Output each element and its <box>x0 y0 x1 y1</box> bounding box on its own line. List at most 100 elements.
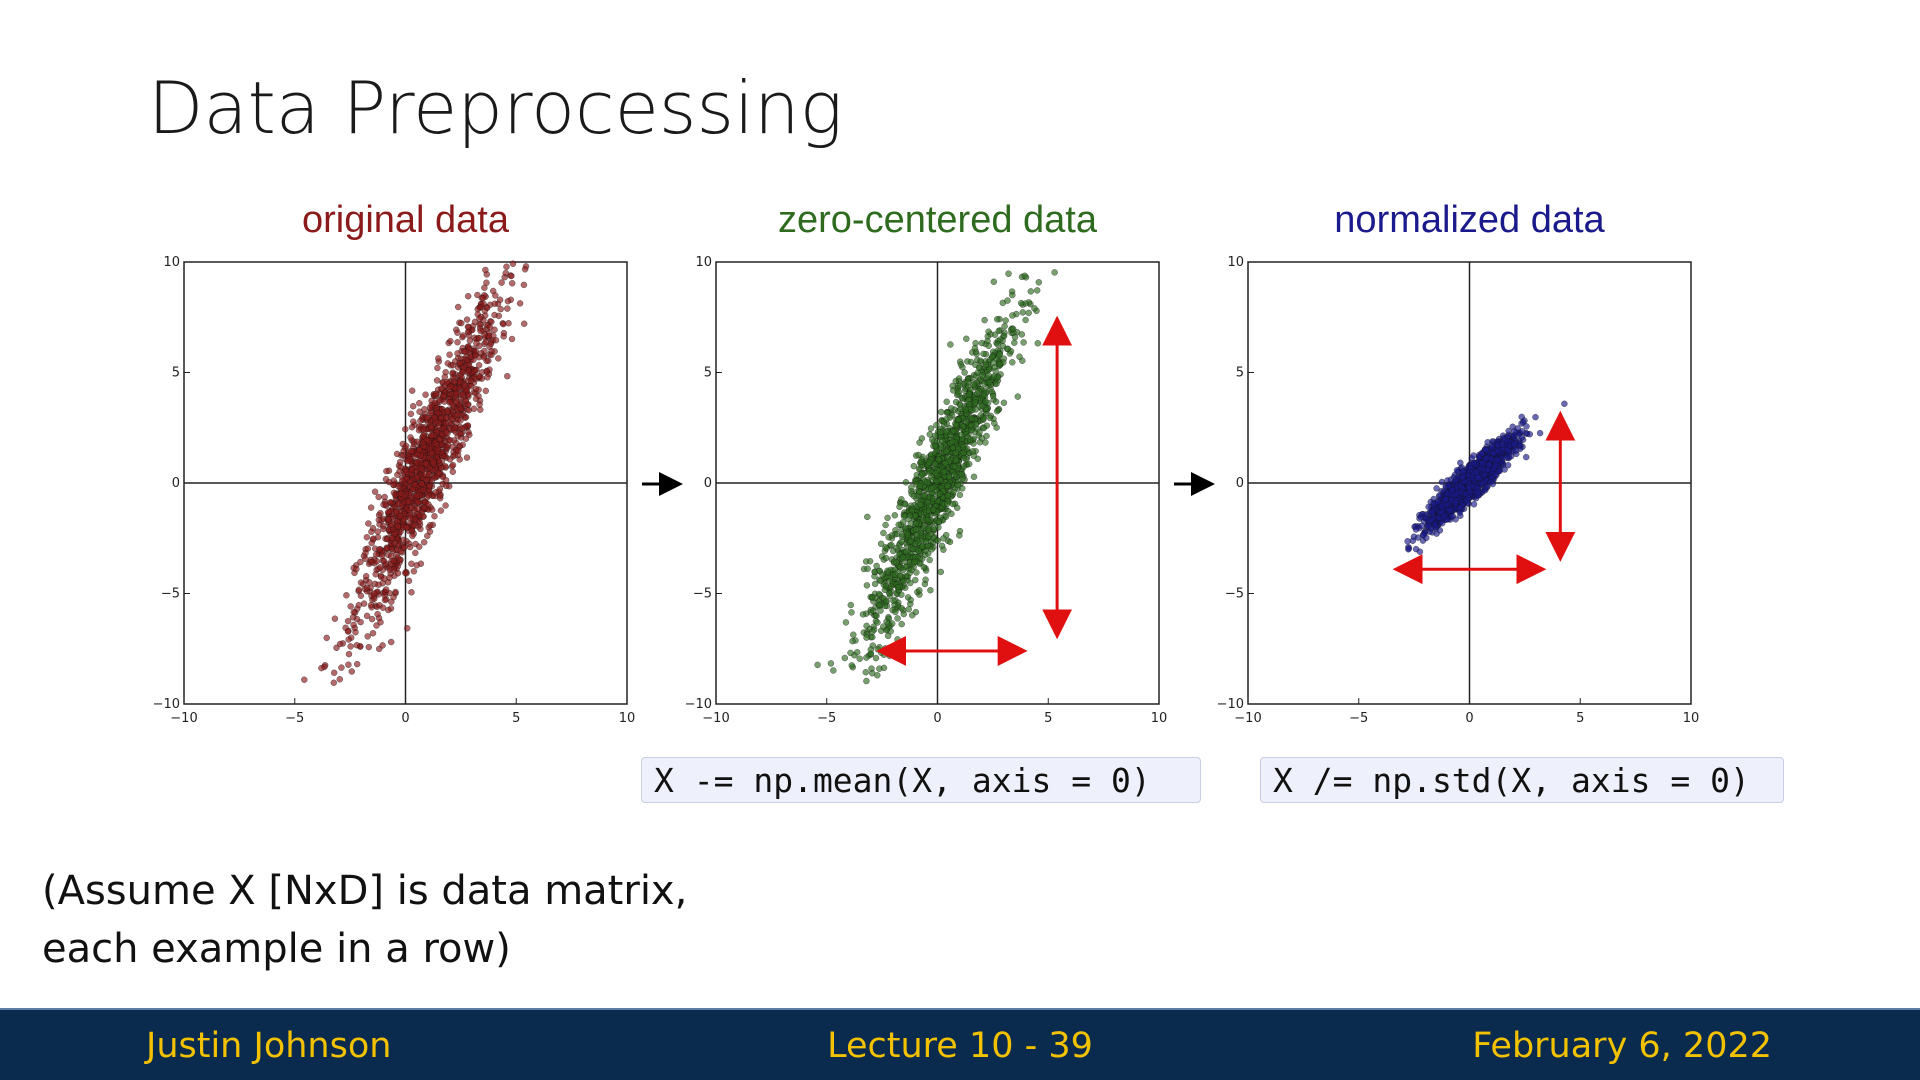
data-point <box>353 641 361 649</box>
data-point <box>1022 316 1029 324</box>
data-point <box>456 359 464 367</box>
data-point <box>473 339 480 347</box>
data-point <box>1017 299 1025 307</box>
data-point <box>446 351 453 358</box>
data-point <box>868 669 876 677</box>
data-point <box>945 473 953 481</box>
data-point <box>476 335 483 342</box>
data-point <box>884 632 892 640</box>
data-point <box>1498 441 1506 448</box>
data-point <box>958 470 966 478</box>
data-point <box>1532 413 1539 421</box>
data-point <box>345 636 352 643</box>
data-point <box>907 596 914 604</box>
data-point <box>446 436 454 444</box>
data-point <box>397 548 404 555</box>
data-point <box>980 350 987 358</box>
data-point <box>980 415 987 422</box>
data-point <box>814 661 821 669</box>
data-point <box>404 457 411 465</box>
data-point <box>873 562 880 570</box>
data-point <box>458 425 466 432</box>
data-point <box>404 625 411 632</box>
data-point <box>375 516 383 524</box>
data-point <box>451 378 458 385</box>
data-point <box>360 600 368 607</box>
data-point <box>409 532 416 540</box>
data-point <box>455 447 462 454</box>
x-tick-label: 0 <box>933 711 941 726</box>
data-point <box>956 382 964 389</box>
data-point <box>948 411 956 419</box>
x-tick-label: −10 <box>1234 711 1261 726</box>
data-point <box>1422 515 1430 522</box>
y-tick-label: −10 <box>153 697 180 712</box>
data-point <box>955 375 963 382</box>
data-point <box>1488 444 1496 451</box>
data-point <box>1465 484 1473 491</box>
data-point <box>1018 331 1026 338</box>
data-point <box>985 328 992 335</box>
data-point <box>962 406 970 413</box>
data-point <box>426 404 434 412</box>
data-point <box>516 300 524 307</box>
data-point <box>1011 333 1019 341</box>
data-point <box>301 676 308 683</box>
data-point <box>454 329 461 336</box>
data-point <box>916 487 923 495</box>
data-point <box>385 606 392 614</box>
footer-lecture: Lecture 10 - 39 <box>827 1026 1093 1066</box>
data-point <box>491 300 499 307</box>
data-point <box>439 473 447 481</box>
data-point <box>424 532 431 540</box>
data-point <box>1000 399 1008 407</box>
data-point <box>912 520 920 527</box>
data-point <box>442 482 450 490</box>
data-point <box>487 340 495 348</box>
data-point <box>383 467 390 475</box>
data-point <box>1412 526 1420 533</box>
data-point <box>924 498 932 506</box>
data-point <box>1470 459 1478 467</box>
data-point <box>403 524 410 531</box>
data-point <box>454 303 462 311</box>
data-point <box>975 387 982 395</box>
data-point <box>442 429 450 436</box>
data-point <box>476 315 483 322</box>
data-point <box>396 467 403 475</box>
data-point <box>985 342 992 350</box>
data-point <box>428 506 436 513</box>
data-point <box>504 372 511 380</box>
data-point <box>898 496 905 503</box>
data-point <box>398 477 406 484</box>
data-point <box>374 610 381 618</box>
data-point <box>989 392 997 400</box>
footer-bar: Justin Johnson Lecture 10 - 39 February … <box>0 1008 1920 1080</box>
data-point <box>996 351 1003 358</box>
data-point <box>420 538 428 546</box>
data-point <box>1459 474 1466 481</box>
data-point <box>430 459 437 466</box>
data-point <box>864 513 871 521</box>
data-point <box>994 340 1001 348</box>
data-point <box>1051 269 1058 276</box>
data-point <box>509 260 517 267</box>
data-point <box>491 311 498 319</box>
data-point <box>905 605 912 613</box>
data-point <box>400 452 407 459</box>
data-point <box>498 279 505 286</box>
data-point <box>909 545 917 553</box>
data-point <box>960 463 968 470</box>
data-point <box>1496 467 1504 475</box>
data-point <box>955 388 962 396</box>
data-point <box>927 586 934 594</box>
data-point <box>902 548 910 556</box>
data-point <box>467 377 475 385</box>
data-point <box>483 279 490 286</box>
data-point <box>883 598 890 605</box>
data-point <box>932 460 939 468</box>
data-point <box>872 654 880 662</box>
chart-title: original data <box>302 199 510 241</box>
data-point <box>431 512 438 520</box>
data-point <box>434 364 441 372</box>
